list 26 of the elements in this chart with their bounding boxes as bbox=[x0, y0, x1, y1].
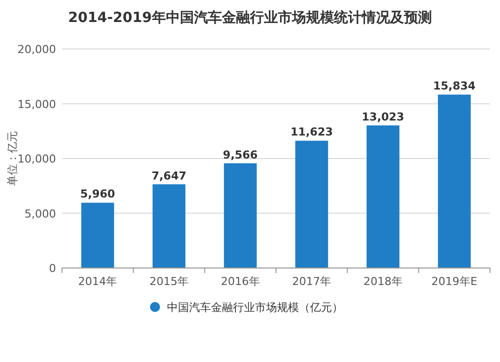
x-tick-label: 2016年 bbox=[220, 275, 260, 288]
bar bbox=[224, 163, 257, 268]
data-label: 11,623 bbox=[290, 126, 333, 139]
chart-title: 2014-2019年中国汽车金融行业市场规模统计情况及预测 bbox=[68, 9, 432, 26]
data-label: 5,960 bbox=[80, 188, 116, 201]
bar bbox=[438, 94, 471, 268]
x-tick-label: 2014年 bbox=[78, 275, 118, 288]
y-tick-label: 15,000 bbox=[18, 98, 56, 111]
x-tick-label: 2017年 bbox=[292, 275, 332, 288]
data-label: 15,834 bbox=[433, 80, 476, 93]
x-tick-label: 2018年 bbox=[364, 275, 402, 288]
bar bbox=[152, 184, 186, 268]
data-label: 13,023 bbox=[362, 110, 404, 124]
bar bbox=[366, 125, 400, 268]
y-tick-label: 10,000 bbox=[18, 152, 56, 166]
data-label: 9,566 bbox=[222, 148, 258, 162]
legend-label: 中国汽车金融行业市场规模（亿元） bbox=[167, 301, 343, 314]
x-tick-label: 2015年 bbox=[150, 275, 188, 288]
bar bbox=[295, 140, 328, 268]
x-tick-label: 2019年E bbox=[431, 275, 478, 288]
data-label: 7,647 bbox=[152, 169, 186, 182]
y-tick-label: 5,000 bbox=[24, 207, 56, 220]
bar bbox=[81, 202, 114, 268]
y-tick-label: 20,000 bbox=[18, 43, 56, 56]
y-axis-title: 单位：亿元 bbox=[6, 131, 19, 186]
y-tick-label: 0 bbox=[49, 262, 56, 275]
